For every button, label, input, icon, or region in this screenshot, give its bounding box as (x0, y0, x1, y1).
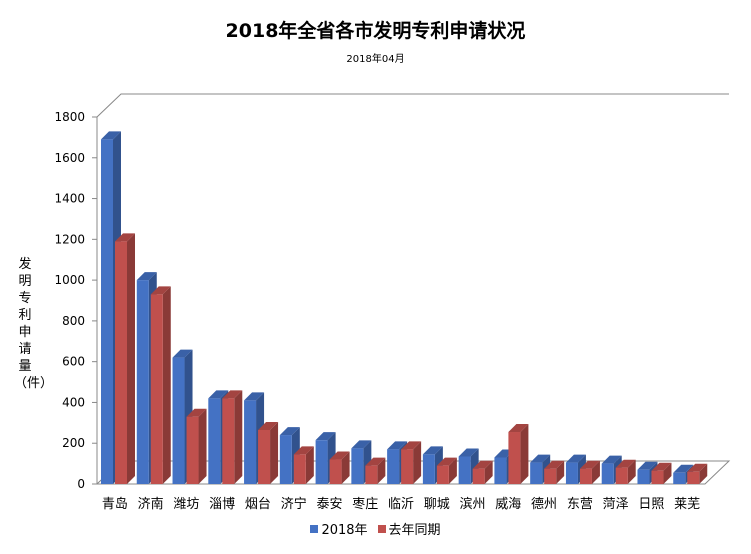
y-tick-label: 0 (77, 477, 85, 491)
x-tick-label: 滨州 (460, 496, 486, 512)
x-tick-label: 菏泽 (603, 497, 629, 512)
x-tick-label: 聊城 (424, 497, 450, 512)
bar-1-5 (293, 446, 314, 484)
bar-1-14 (615, 459, 636, 484)
y-tick-label: 1800 (54, 110, 85, 124)
x-tick-label: 泰安 (316, 497, 342, 512)
x-tick-label: 济宁 (281, 496, 307, 512)
bar-1-8 (401, 441, 422, 484)
legend-item-last-year: 去年同期 (377, 519, 441, 538)
x-tick-label: 临沂 (388, 497, 414, 512)
x-tick-label: 莱芜 (674, 497, 700, 512)
x-tick-label: 枣庄 (352, 496, 378, 512)
bar-1-11 (508, 424, 529, 484)
legend-item-2018: 2018年 (310, 519, 368, 538)
x-tick-label: 威海 (495, 497, 521, 512)
bar-1-9 (436, 457, 457, 484)
x-tick-label: 青岛 (102, 496, 128, 512)
y-axis-ticks: 0 200 400 600 800 1000 1200 1400 1600 1800 (54, 110, 97, 491)
x-tick-label: 东营 (567, 497, 593, 512)
legend-label-last-year: 去年同期 (388, 523, 441, 538)
legend-label-2018: 2018年 (321, 523, 368, 538)
bar-0-12 (530, 454, 551, 484)
bar-1-13 (579, 460, 600, 484)
y-tick-label: 400 (62, 395, 85, 409)
y-tick-label: 200 (62, 436, 85, 450)
bar-1-12 (544, 460, 565, 484)
bar-1-10 (472, 460, 493, 484)
legend: 2018年 去年同期 (0, 519, 751, 538)
y-tick-label: 800 (62, 314, 85, 328)
y-tick-label: 1000 (54, 273, 85, 287)
chart-subtitle: 2018年04月 (346, 54, 405, 65)
y-tick-label: 1200 (54, 232, 85, 246)
bar-1-1 (150, 286, 171, 484)
x-tick-label: 日照 (638, 497, 664, 512)
y-tick-label: 1600 (54, 151, 85, 165)
bar-1-6 (329, 451, 350, 484)
legend-swatch-2018 (310, 524, 319, 533)
x-tick-label: 烟台 (245, 497, 271, 512)
bar-1-15 (651, 462, 672, 484)
bar-1-0 (115, 233, 135, 484)
x-tick-label: 潍坊 (173, 497, 199, 512)
bar-1-7 (365, 457, 386, 484)
x-axis-ticks: 青岛 济南 潍坊 淄博 烟台 济宁 泰安 枣庄 临沂 聊城 滨州 威海 德州 东营 菏泽 日照 莱芜 (102, 496, 700, 512)
x-tick-label: 济南 (138, 496, 164, 512)
x-tick-label: 德州 (531, 497, 557, 512)
bars (101, 131, 708, 484)
bar-1-3 (222, 390, 243, 484)
bar-1-16 (687, 463, 708, 484)
back-wall-outline (96, 93, 729, 484)
chart-title: 2018年全省各市发明专利申请状况 (225, 20, 526, 42)
y-tick-label: 1400 (54, 192, 85, 206)
y-axis-label: 发明专利申请量（件） (14, 257, 54, 391)
legend-swatch-last-year (377, 524, 386, 533)
x-tick-label: 淄博 (209, 497, 235, 512)
y-tick-label: 600 (62, 355, 85, 369)
bar-1-2 (186, 408, 207, 484)
bar-1-4 (258, 421, 279, 484)
